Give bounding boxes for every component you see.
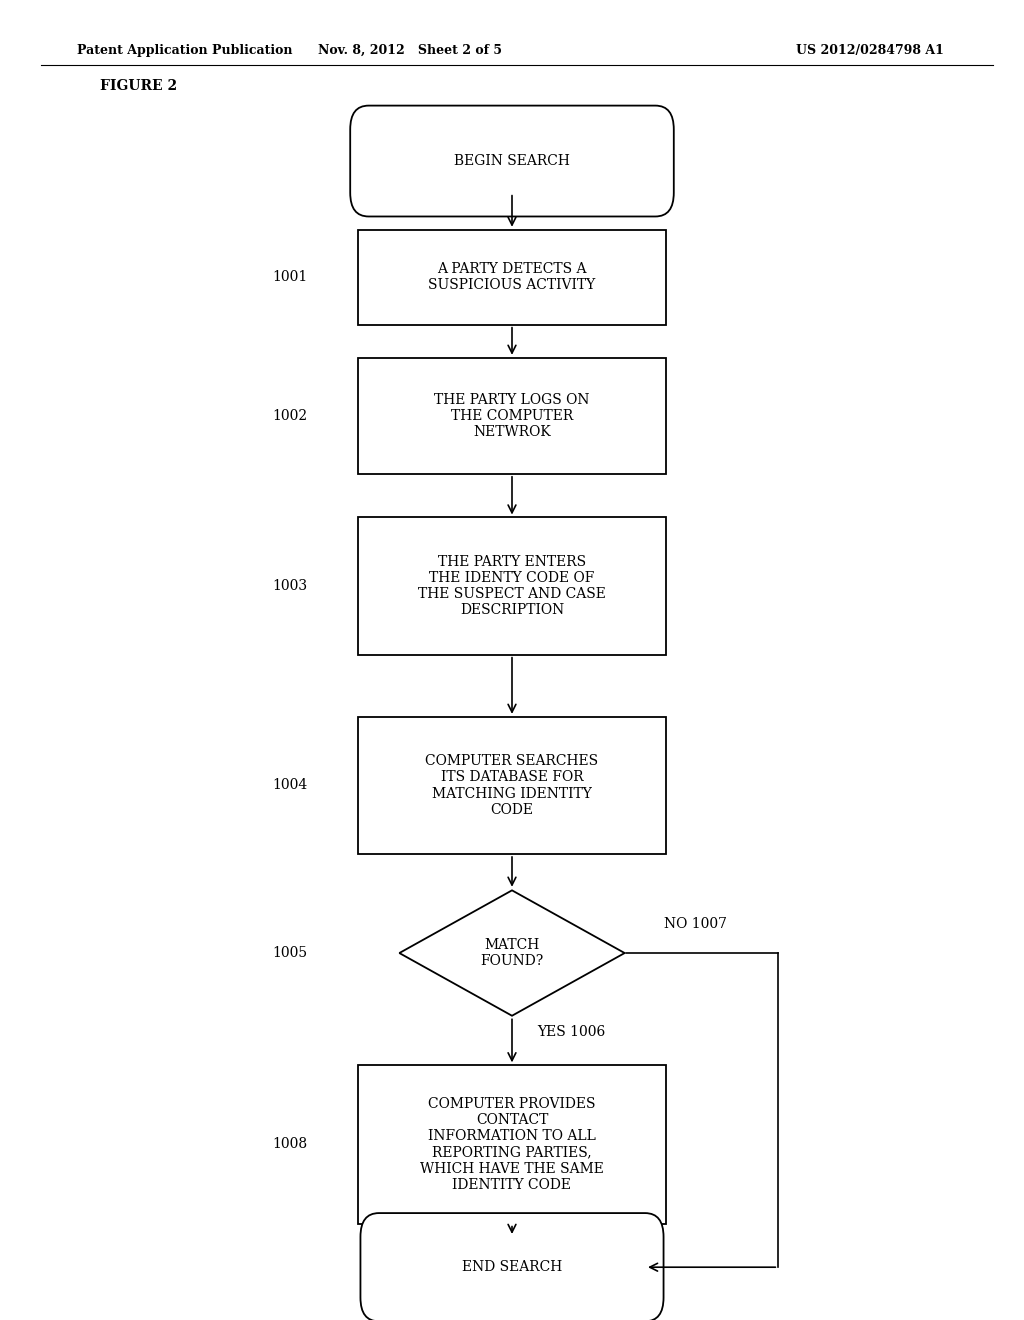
Text: A PARTY DETECTS A
SUSPICIOUS ACTIVITY: A PARTY DETECTS A SUSPICIOUS ACTIVITY: [428, 263, 596, 292]
Text: US 2012/0284798 A1: US 2012/0284798 A1: [797, 44, 944, 57]
Bar: [358, 230, 666, 325]
Text: Patent Application Publication: Patent Application Publication: [77, 44, 292, 57]
Text: 1005: 1005: [272, 946, 307, 960]
FancyBboxPatch shape: [360, 1213, 664, 1320]
Text: COMPUTER PROVIDES
CONTACT
INFORMATION TO ALL
REPORTING PARTIES,
WHICH HAVE THE S: COMPUTER PROVIDES CONTACT INFORMATION TO…: [420, 1097, 604, 1192]
Text: FIGURE 2: FIGURE 2: [100, 79, 177, 92]
Text: Nov. 8, 2012   Sheet 2 of 5: Nov. 8, 2012 Sheet 2 of 5: [317, 44, 502, 57]
Text: END SEARCH: END SEARCH: [462, 1261, 562, 1274]
Text: YES 1006: YES 1006: [538, 1026, 606, 1039]
Text: 1008: 1008: [272, 1138, 307, 1151]
Text: 1001: 1001: [272, 271, 307, 284]
Text: NO 1007: NO 1007: [664, 916, 727, 931]
Text: BEGIN SEARCH: BEGIN SEARCH: [454, 154, 570, 168]
Text: MATCH
FOUND?: MATCH FOUND?: [480, 939, 544, 968]
Text: 1002: 1002: [272, 409, 307, 422]
Bar: [358, 358, 666, 474]
Bar: [358, 717, 666, 854]
Text: THE PARTY LOGS ON
THE COMPUTER
NETWROK: THE PARTY LOGS ON THE COMPUTER NETWROK: [434, 392, 590, 440]
Text: 1003: 1003: [272, 579, 307, 593]
Bar: [358, 517, 666, 655]
Bar: [358, 1065, 666, 1224]
Polygon shape: [399, 890, 625, 1016]
Text: THE PARTY ENTERS
THE IDENTY CODE OF
THE SUSPECT AND CASE
DESCRIPTION: THE PARTY ENTERS THE IDENTY CODE OF THE …: [418, 554, 606, 618]
Text: COMPUTER SEARCHES
ITS DATABASE FOR
MATCHING IDENTITY
CODE: COMPUTER SEARCHES ITS DATABASE FOR MATCH…: [425, 754, 599, 817]
Text: 1004: 1004: [272, 779, 307, 792]
FancyBboxPatch shape: [350, 106, 674, 216]
